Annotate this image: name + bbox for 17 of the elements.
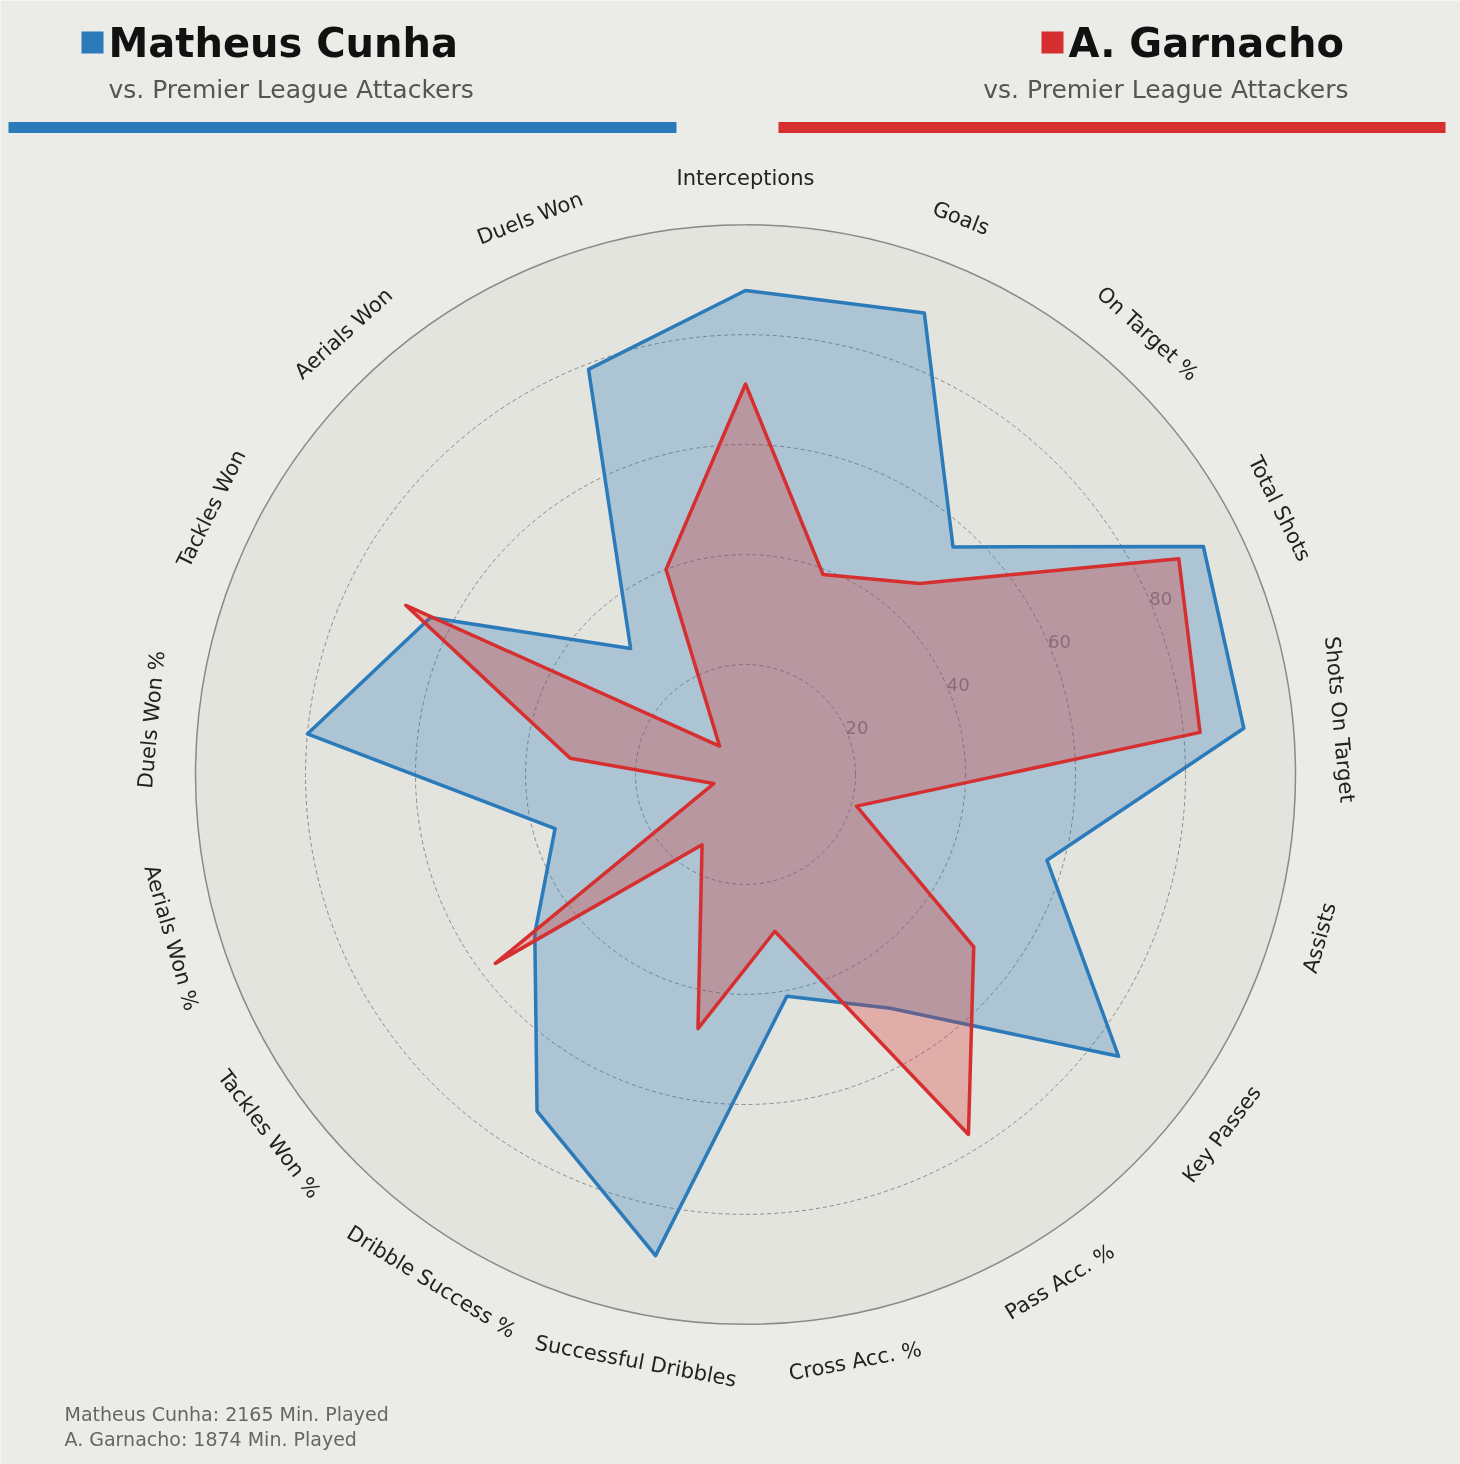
spoke-label: Cross Acc. %	[786, 1336, 924, 1386]
text: vs. Premier League Attackers	[983, 75, 1349, 104]
spoke-label: Shots On Target	[1320, 635, 1360, 804]
text: vs. Premier League Attackers	[108, 75, 474, 104]
legend-label: Matheus Cunha	[108, 19, 459, 66]
spoke-label: Duels Won	[473, 186, 587, 250]
spoke-label: Goals	[929, 196, 993, 240]
spoke-label: Assists	[1298, 899, 1341, 976]
text: Matheus Cunha: 2165 Min. Played	[64, 1402, 389, 1425]
text: A. Garnacho: 1874 Min. Played	[64, 1427, 357, 1450]
spoke-label: Total Shots	[1243, 451, 1316, 566]
legend-label: A. Garnacho	[1068, 19, 1345, 66]
spoke-label: Successful Dribbles	[533, 1330, 739, 1392]
spoke-label: Aerials Won %	[139, 862, 204, 1014]
spoke-label: Duels Won %	[132, 649, 170, 790]
spoke-label: Pass Acc. %	[1000, 1239, 1119, 1325]
spoke-label: Interceptions	[676, 165, 815, 190]
